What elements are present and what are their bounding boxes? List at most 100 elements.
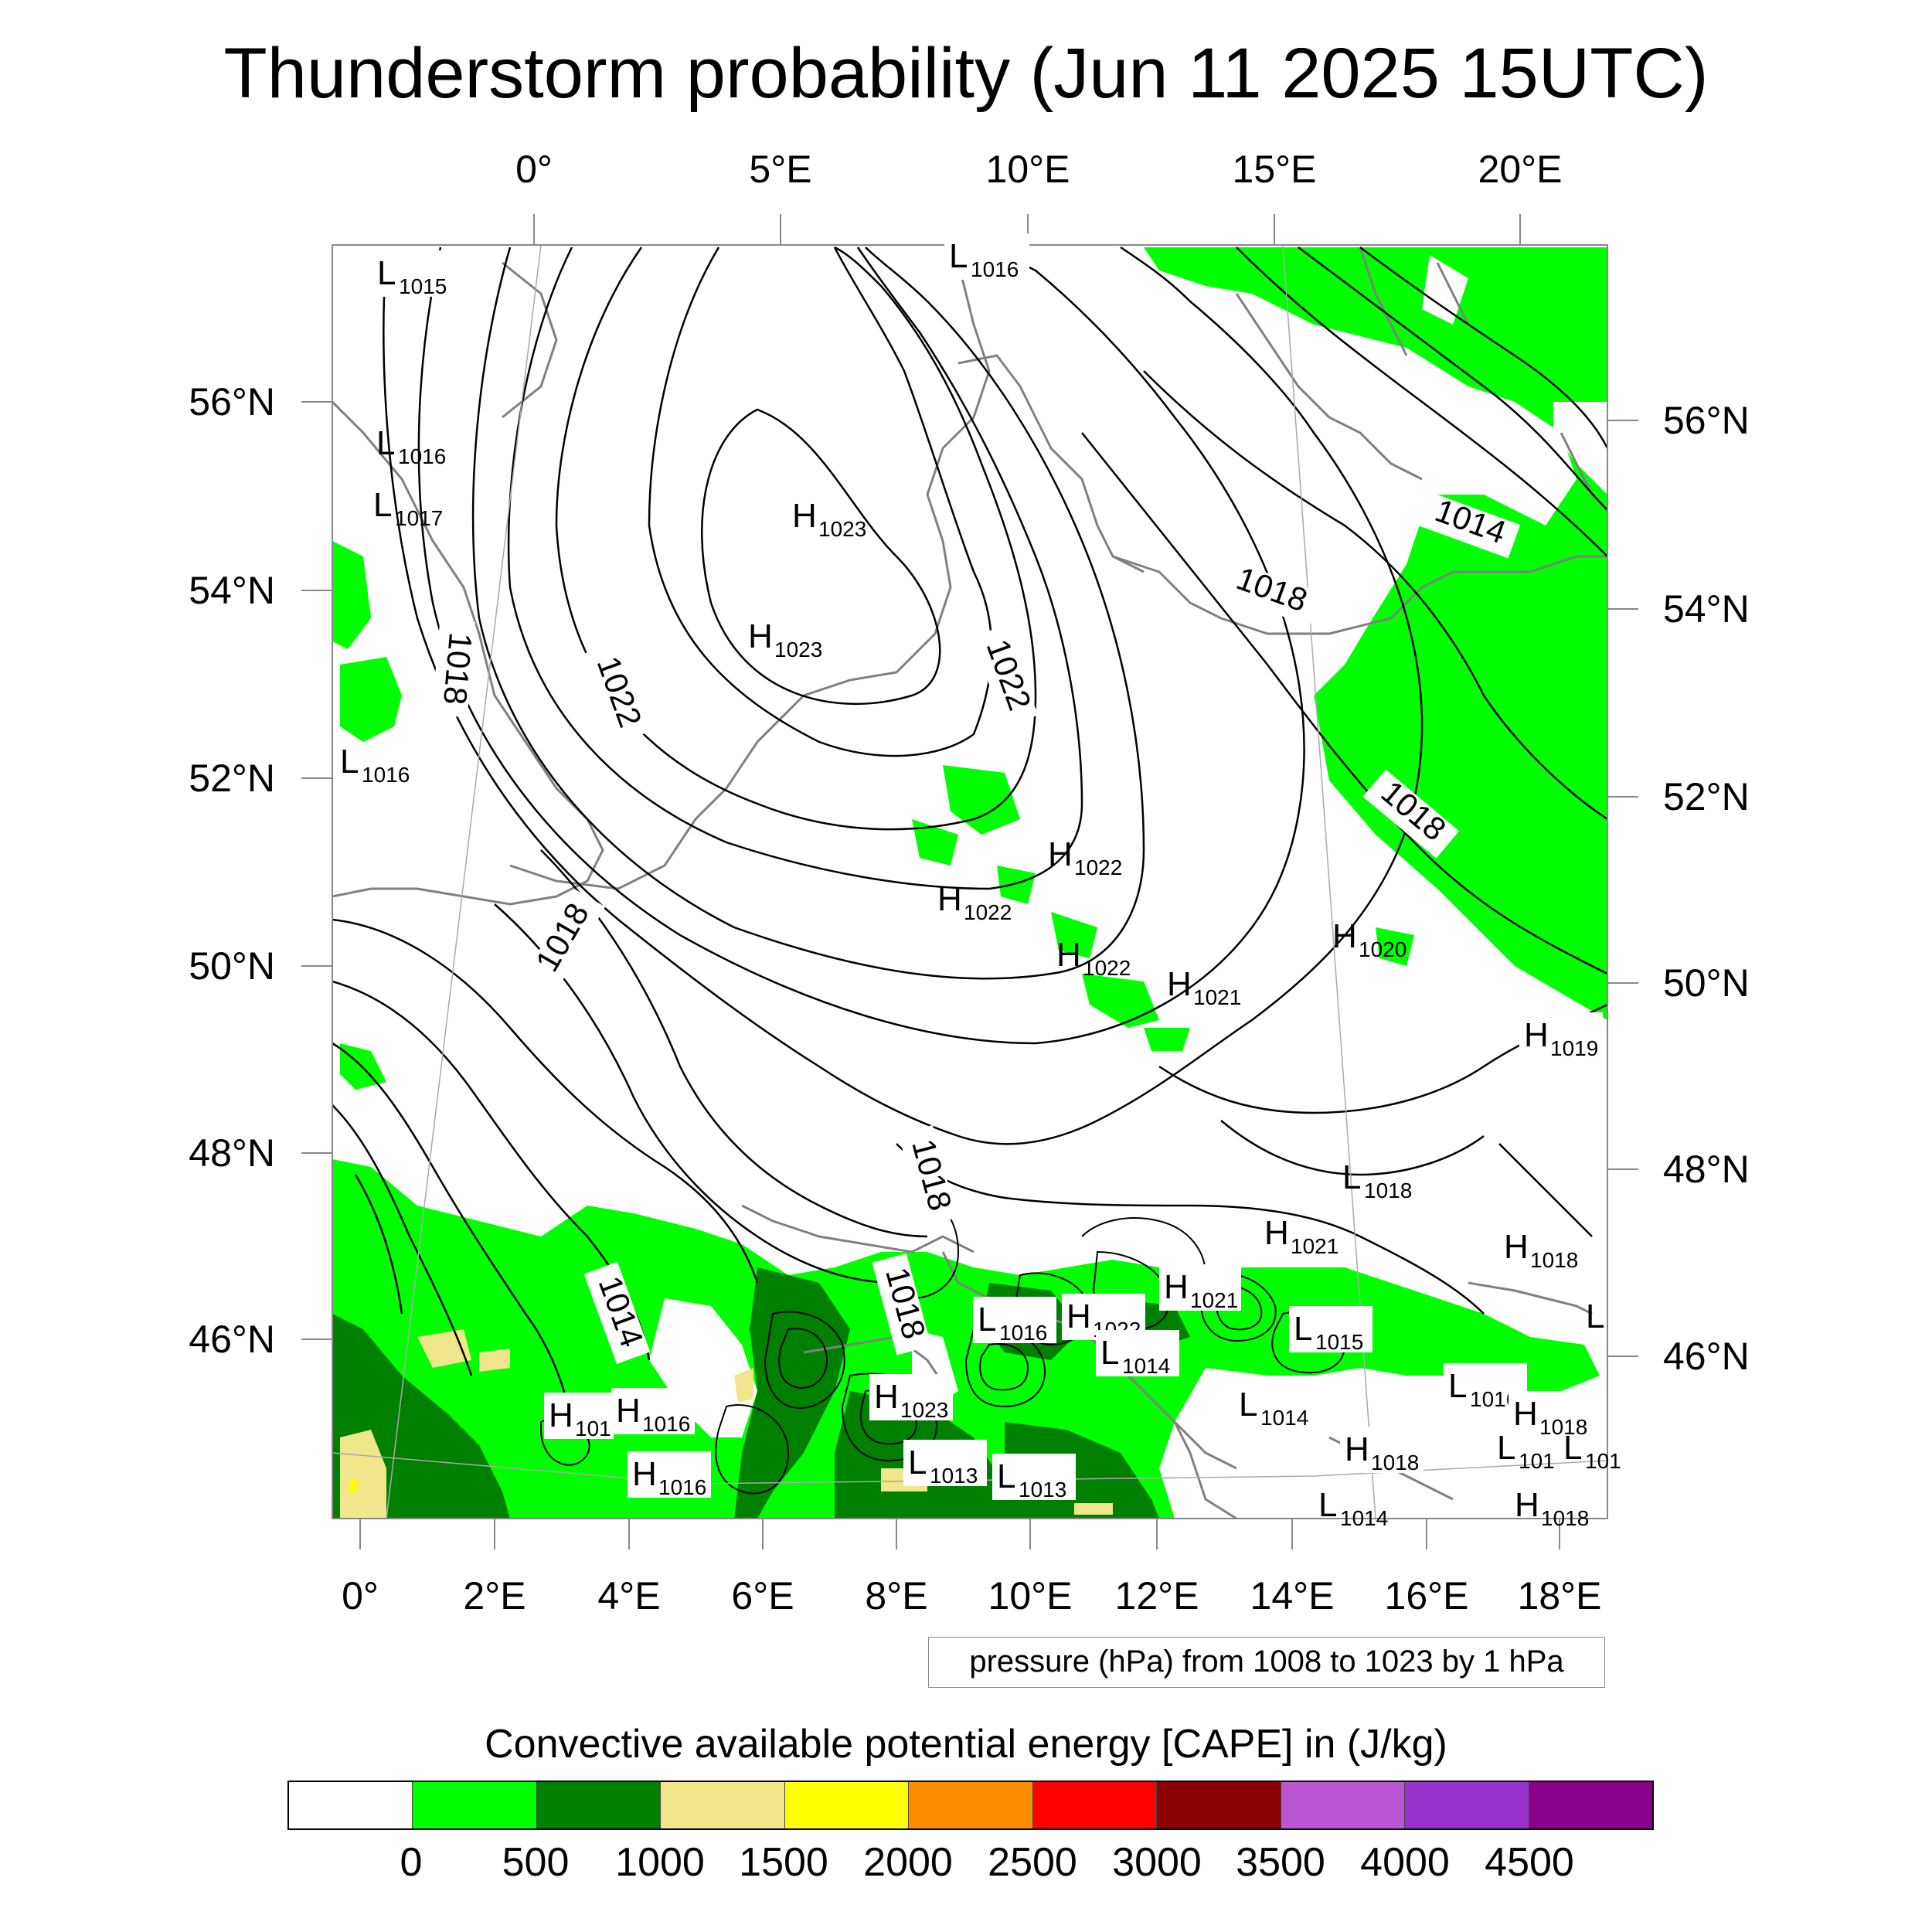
pressure-center-value: 1021 [1193,985,1241,1009]
svg-text:L: L [997,1458,1015,1495]
colorbar-tick: 0 [400,1840,423,1885]
pressure-center-value: 1023 [900,1398,948,1422]
colorbar-title: Convective available potential energy [C… [485,1722,1447,1767]
colorbar-tick: 1000 [615,1840,705,1885]
bottom-lon-label: 2°E [463,1574,526,1617]
top-lon-label: 20°E [1478,148,1563,191]
svg-text:L: L [340,743,359,781]
svg-text:H: H [1345,1430,1369,1468]
svg-text:H: H [549,1396,573,1434]
bottom-lon-label: 14°E [1250,1574,1335,1617]
pressure-center-value: 1016 [971,257,1019,281]
svg-text:L: L [373,486,392,524]
svg-text:L: L [949,237,968,275]
bottom-lon-label: 8°E [865,1574,927,1617]
svg-text:L: L [1586,1298,1604,1335]
pressure-center-value: 1018 [1541,1506,1589,1530]
tick-marks [301,214,1638,1549]
cape-shading [332,247,1607,1519]
pressure-center-value: 101 [575,1417,611,1440]
left-lat-label: 46°N [189,1318,275,1361]
pressure-center-value: 101 [1585,1449,1621,1473]
bottom-lon-label: 16°E [1385,1574,1469,1617]
svg-text:L: L [1563,1429,1582,1467]
colorbar-tick: 4500 [1485,1840,1574,1885]
svg-text:H: H [1264,1214,1289,1252]
svg-text:L: L [1318,1486,1337,1524]
isobar-label: 1018 [437,631,479,706]
left-lat-label: 56°N [189,380,275,423]
pressure-center-value: 1017 [395,506,443,530]
colorbar-box [536,1782,662,1828]
svg-text:H: H [1515,1486,1539,1524]
pressure-center-value: 1020 [1359,937,1406,961]
pressure-center-value: 1013 [1019,1478,1066,1502]
colorbar-tick: 2000 [863,1840,953,1885]
colorbar-box [1529,1782,1652,1828]
pressure-center-value: 1021 [1190,1288,1238,1312]
bottom-lon-label: 12°E [1115,1574,1199,1617]
svg-text:L: L [1342,1158,1361,1196]
svg-text:H: H [1164,1268,1189,1306]
bottom-lon-label: 18°E [1518,1574,1602,1617]
pressure-center-value: 1015 [1315,1330,1363,1354]
svg-text:H: H [1332,917,1357,955]
top-lon-label: 10°E [986,148,1070,191]
colorbar-box [1032,1782,1158,1828]
pressure-center-value: 1022 [1083,956,1131,980]
svg-text:L: L [1448,1367,1467,1405]
right-lat-label: 48°N [1663,1148,1750,1191]
svg-text:H: H [792,497,817,535]
colorbar-box [661,1782,785,1828]
top-lon-label: 0° [515,148,553,191]
pressure-center-value: 1022 [1074,855,1122,879]
bottom-lon-label: 10°E [988,1574,1073,1617]
right-lat-label: 52°N [1663,775,1750,818]
pressure-center-value: 1021 [1291,1234,1338,1258]
map-title: Thunderstorm probability (Jun 11 2025 15… [223,34,1709,113]
colorbar-box [1157,1782,1281,1828]
svg-text:H: H [1524,1016,1549,1054]
colorbar-box [1405,1782,1529,1828]
cape-khaki [340,1430,386,1519]
pressure-centers: L 1015 L 1016 L 1016 L 1017 H 1023 H 1023 L 101… [340,233,1621,1530]
svg-text:L: L [1497,1429,1515,1467]
cape-region-northeast [1144,247,1607,1020]
top-lon-label: 15°E [1233,148,1317,191]
right-lat-label: 56°N [1663,399,1750,442]
colorbar-tick: 2500 [988,1840,1077,1885]
pressure-center-value: 1018 [1539,1415,1587,1439]
colorbar [287,1781,1654,1830]
svg-text:H: H [1048,835,1073,873]
svg-text:H: H [1056,936,1081,974]
colorbar-box [1281,1782,1406,1828]
svg-text:H: H [874,1378,899,1416]
bottom-lon-label: 4°E [597,1574,660,1617]
pressure-center-value: 1023 [774,638,822,662]
isobars [332,246,1607,1423]
svg-text:L: L [377,254,396,292]
svg-text:H: H [632,1455,657,1493]
colorbar-tick: 3500 [1236,1840,1325,1885]
colorbar-box [784,1782,910,1828]
coastlines [332,247,1607,1519]
pressure-center-value: 1018 [1530,1248,1578,1272]
pressure-center-value: 1015 [399,274,447,298]
svg-text:H: H [616,1392,641,1430]
svg-text:H: H [937,880,962,918]
svg-text:L: L [376,424,395,462]
bottom-lon-label: 0° [342,1574,379,1617]
left-lat-label: 52°N [189,757,275,800]
pressure-center-value: 1014 [1122,1354,1170,1378]
pressure-caption: pressure (hPa) from 1008 to 1023 by 1 hP… [928,1637,1605,1688]
svg-text:H: H [1066,1298,1091,1335]
left-lat-label: 48°N [189,1131,275,1175]
svg-text:H: H [1513,1395,1538,1433]
pressure-center-value: 1018 [1371,1451,1419,1475]
pressure-center-value: 1023 [818,517,866,541]
svg-text:L: L [978,1301,996,1338]
pressure-center-value: 1016 [999,1321,1047,1345]
colorbar-box [289,1782,413,1828]
pressure-center-value: 101 [1519,1449,1555,1473]
